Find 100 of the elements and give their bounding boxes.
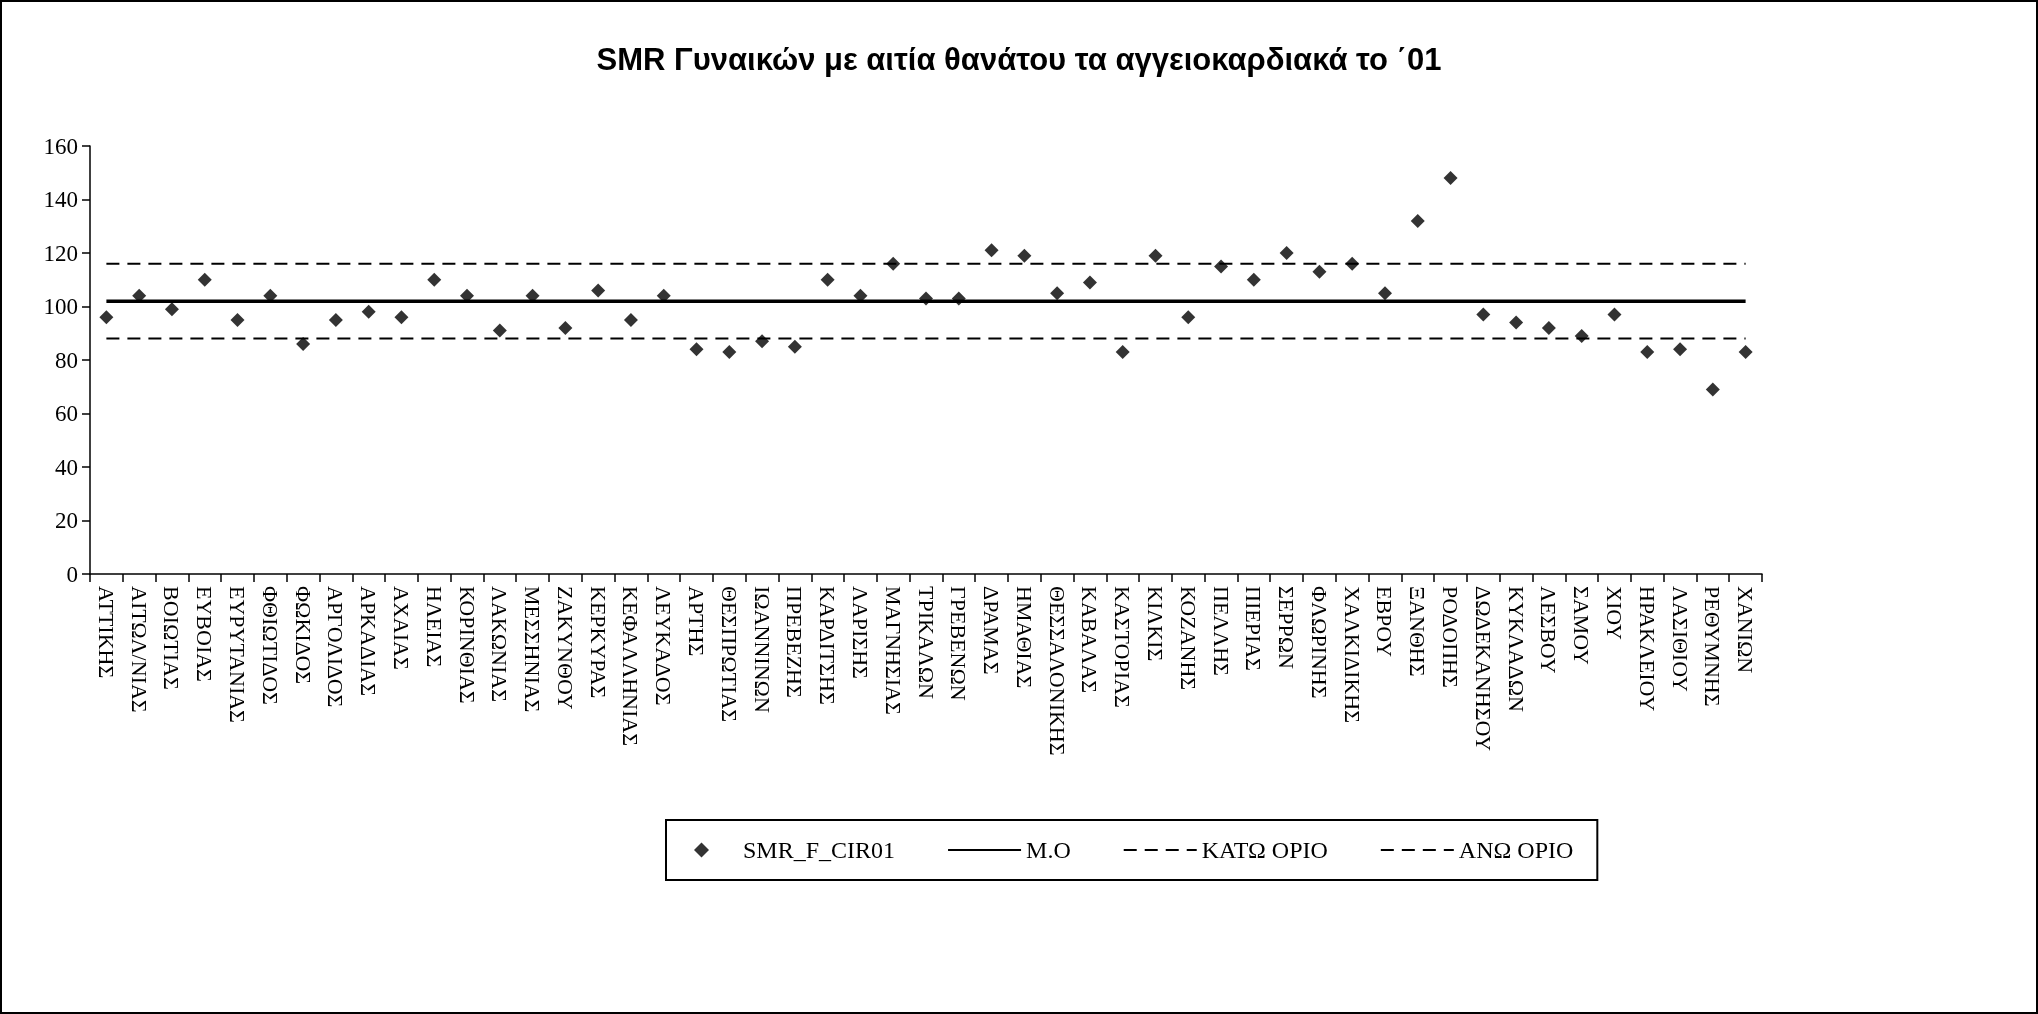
x-tick-label: ΦΘΙΩΤΙΔΟΣ bbox=[257, 586, 283, 705]
point bbox=[820, 272, 835, 287]
point bbox=[1017, 248, 1032, 263]
x-tick-label: ΓΡΕΒΕΝΩΝ bbox=[946, 586, 972, 701]
point bbox=[1050, 286, 1065, 301]
y-tick-label: 40 bbox=[55, 454, 78, 480]
point bbox=[722, 344, 737, 359]
point bbox=[394, 310, 409, 325]
x-tick-label: ΦΩΚΙΔΟΣ bbox=[290, 586, 316, 685]
y-tick-label: 20 bbox=[55, 508, 78, 533]
point bbox=[1312, 264, 1327, 279]
x-tick-label: ΒΟΙΩΤΙΑΣ bbox=[159, 586, 185, 690]
point bbox=[1279, 246, 1294, 260]
point bbox=[296, 336, 311, 351]
point bbox=[492, 323, 507, 338]
point bbox=[1673, 342, 1688, 357]
x-tick-label: ΕΥΒΟΙΑΣ bbox=[192, 586, 218, 682]
point bbox=[328, 312, 343, 327]
x-tick-label: ΧΑΝΙΩΝ bbox=[1733, 586, 1759, 674]
x-tick-label: ΛΕΥΚΑΔΟΣ bbox=[651, 586, 677, 706]
x-tick-label: ΗΜΑΘΙΑΣ bbox=[1011, 586, 1037, 689]
x-tick-label: ΑΡΓΟΛΙΔΟΣ bbox=[323, 586, 349, 708]
x-tick-label: ΡΕΘΥΜΝΗΣ bbox=[1700, 586, 1726, 707]
point bbox=[1443, 171, 1458, 186]
point bbox=[1181, 310, 1196, 325]
y-tick-label: 0 bbox=[66, 561, 78, 587]
legend-label: M.O bbox=[1026, 837, 1071, 863]
x-tick-label: ΚΙΛΚΙΣ bbox=[1142, 586, 1168, 662]
x-tick-label: ΑΡΚΑΔΙΑΣ bbox=[356, 586, 382, 697]
point bbox=[427, 272, 442, 287]
x-tick-label: ΚΕΡΚΥΡΑΣ bbox=[585, 586, 611, 699]
point bbox=[1148, 248, 1163, 263]
legend-label: ΚΑΤΩ ΟΡΙΟ bbox=[1201, 837, 1328, 863]
y-tick-label: 140 bbox=[43, 187, 78, 212]
chart-title: SMR Γυναικών με αιτία θανάτου τα αγγειοκαρδιακά το ΄01 bbox=[596, 42, 1442, 77]
point bbox=[558, 320, 573, 335]
point bbox=[99, 310, 114, 325]
point bbox=[787, 339, 802, 354]
x-tick-label: ΕΒΡΟΥ bbox=[1372, 586, 1398, 658]
point bbox=[1705, 382, 1720, 397]
x-tick-label: ΠΡΕΒΕΖΗΣ bbox=[782, 586, 808, 698]
x-tick-label: ΤΡΙΚΑΛΩΝ bbox=[913, 586, 939, 700]
x-tick-label: ΘΕΣΠΡΩΤΙΑΣ bbox=[716, 586, 742, 723]
x-tick-label: ΣΑΜΟΥ bbox=[1569, 586, 1595, 666]
legend-label: SMR_F_CIR01 bbox=[743, 837, 896, 863]
x-tick-label: ΚΟΖΑΝΗΣ bbox=[1175, 586, 1201, 691]
point bbox=[1082, 275, 1097, 290]
x-tick-label: ΚΑΣΤΟΡΙΑΣ bbox=[1110, 586, 1136, 708]
x-tick-label: ΔΡΑΜΑΣ bbox=[979, 586, 1005, 675]
x-tick-label: ΛΑΡΙΣΗΣ bbox=[847, 586, 873, 679]
x-tick-label: ΘΕΣΣΑΛΟΝΙΚΗΣ bbox=[1044, 586, 1070, 756]
x-tick-label: ΚΕΦΑΛΛΗΝΙΑΣ bbox=[618, 586, 644, 746]
point bbox=[1738, 344, 1753, 359]
x-tick-label: ΑΤΤΙΚΗΣ bbox=[93, 586, 119, 679]
x-tick-label: ΗΡΑΚΛΕΙΟΥ bbox=[1634, 586, 1660, 712]
x-tick-label: ΛΑΚΩΝΙΑΣ bbox=[487, 586, 513, 702]
point bbox=[623, 312, 638, 327]
x-tick-label: ΠΙΕΡΙΑΣ bbox=[1241, 586, 1267, 671]
legend-label: ΑΝΩ ΟΡΙΟ bbox=[1458, 837, 1574, 863]
x-tick-label: ΣΕΡΡΩΝ bbox=[1274, 586, 1300, 670]
x-tick-label: ΡΟΔΟΠΗΣ bbox=[1438, 586, 1464, 688]
x-tick-label: ΑΡΤΗΣ bbox=[684, 586, 710, 657]
x-tick-label: ΔΩΔΕΚΑΝΗΣΟΥ bbox=[1470, 586, 1496, 752]
x-tick-label: ΦΛΩΡΙΝΗΣ bbox=[1306, 586, 1332, 699]
point bbox=[1115, 344, 1130, 359]
x-tick-label: ΑΧΑΙΑΣ bbox=[388, 586, 414, 670]
x-tick-label: ΠΕΛΛΗΣ bbox=[1208, 586, 1234, 676]
x-tick-label: ΧΙΟΥ bbox=[1601, 586, 1627, 641]
x-tick-label: ΚΥΚΛΑΔΩΝ bbox=[1503, 586, 1529, 712]
point bbox=[1607, 307, 1622, 322]
point bbox=[591, 283, 606, 298]
x-tick-label: ΚΑΡΔΙΤΣΗΣ bbox=[815, 586, 841, 705]
y-tick-label: 60 bbox=[55, 401, 78, 426]
point bbox=[197, 272, 212, 287]
x-tick-label: ΙΩΑΝΝΙΝΩΝ bbox=[749, 586, 775, 713]
y-tick-label: 120 bbox=[43, 240, 78, 266]
x-tick-label: ΜΑΓΝΗΣΙΑΣ bbox=[880, 586, 906, 715]
y-tick-label: 100 bbox=[43, 294, 78, 319]
x-tick-label: ΛΑΣΙΘΙΟΥ bbox=[1667, 586, 1693, 692]
point bbox=[1509, 315, 1524, 330]
x-tick-label: ΑΙΤΩΛ/ΝΙΑΣ bbox=[126, 586, 152, 713]
y-tick-label: 80 bbox=[55, 347, 78, 373]
x-tick-label: ΕΥΡΥΤΑΝΙΑΣ bbox=[225, 586, 251, 723]
x-tick-label: ΧΑΛΚΙΔΙΚΗΣ bbox=[1339, 586, 1365, 723]
point bbox=[689, 342, 704, 357]
point bbox=[1377, 286, 1392, 301]
x-tick-label: ΗΛΕΙΑΣ bbox=[421, 586, 447, 668]
point bbox=[230, 312, 245, 327]
x-tick-label: ΛΕΣΒΟΥ bbox=[1536, 586, 1562, 674]
point bbox=[361, 304, 376, 319]
point bbox=[164, 302, 179, 317]
point bbox=[1640, 344, 1655, 359]
point bbox=[1541, 320, 1556, 335]
x-tick-label: ΜΕΣΣΗΝΙΑΣ bbox=[520, 586, 546, 713]
point bbox=[984, 243, 999, 258]
point bbox=[1246, 272, 1261, 287]
point bbox=[1476, 307, 1491, 322]
x-tick-label: ΚΑΒΑΛΑΣ bbox=[1077, 586, 1103, 693]
x-tick-label: ΚΟΡΙΝΘΙΑΣ bbox=[454, 586, 480, 704]
point bbox=[1410, 213, 1425, 228]
